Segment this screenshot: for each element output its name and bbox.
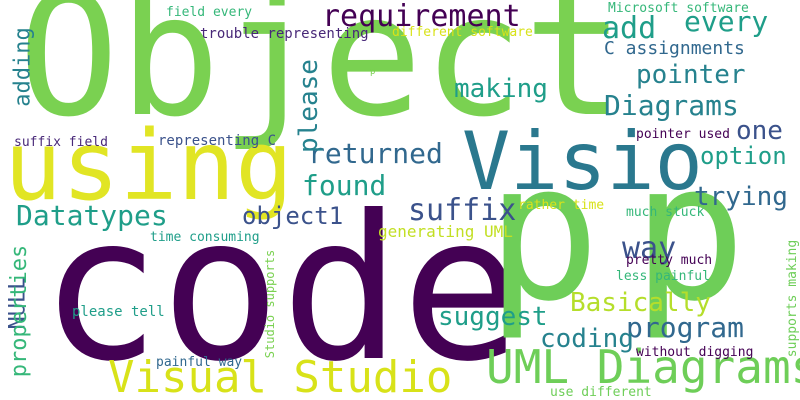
word-please-vertical: please [293,59,324,153]
word-different-software: different software [392,25,533,40]
word-trouble-representing: trouble representing [200,26,369,42]
word-basically: Basically [570,288,711,318]
word-diagrams: Diagrams [604,89,739,122]
word-object: Object [18,0,625,154]
word-pretty-much: pretty much [626,253,713,268]
word-object1: object1 [242,202,344,230]
word-without-digging: without digging [636,345,754,360]
word-one: one [736,116,783,146]
word-returned: returned [308,137,443,170]
word-time-consuming: time consuming [150,230,260,245]
word-painful-way: painful way [156,355,243,370]
word-p-1: p [486,122,601,343]
word-code: code [40,173,522,400]
word-supports-making-vertical: supports making [785,239,800,358]
word-coding: coding [540,324,634,354]
word-requirement: requirement [322,0,521,34]
word-suffix: suffix [408,193,517,228]
word-uml-diagrams: UML Diagrams [486,340,800,394]
word-add: add [602,11,657,46]
word-every: every [684,5,769,38]
word-datatypes: Datatypes [16,199,168,232]
word-way: way [622,231,677,266]
word-pointer: pointer [636,60,746,90]
word-making: making [454,74,548,104]
word-less-painful: less painful [616,269,710,284]
word-rather-time: rather time [518,198,605,213]
word-program: program [626,311,745,344]
word-c-assignments: C assignments [604,38,745,59]
word-trying: trying [694,182,788,212]
word-representing-c: representing C [158,133,277,149]
word-pointer-used: pointer used [636,127,730,142]
word-using: using [4,110,293,222]
word-please-tell: please tell [72,304,165,320]
word-p-small: p [370,67,376,77]
word-properties-vertical: properties [7,244,33,378]
word-studio-supports-vertical: Studio supports [263,249,278,359]
word-visual-studio: Visual Studio [108,352,453,400]
word-field-every: field every [166,5,253,20]
word-adding-vertical: adding [10,27,36,107]
word-use-different: use different [550,385,652,400]
word-suffix-field: suffix field [14,135,108,150]
word-p-2: p [632,122,747,343]
word-suggest: suggest [438,302,548,332]
word-option: option [700,142,787,170]
word-visio: Visio [462,115,703,208]
word-generating-uml: generating UML [378,222,513,241]
word-microsoft-software: Microsoft software [608,1,749,16]
word-much-stuck: much stuck [626,205,705,220]
word-found: found [302,169,387,202]
